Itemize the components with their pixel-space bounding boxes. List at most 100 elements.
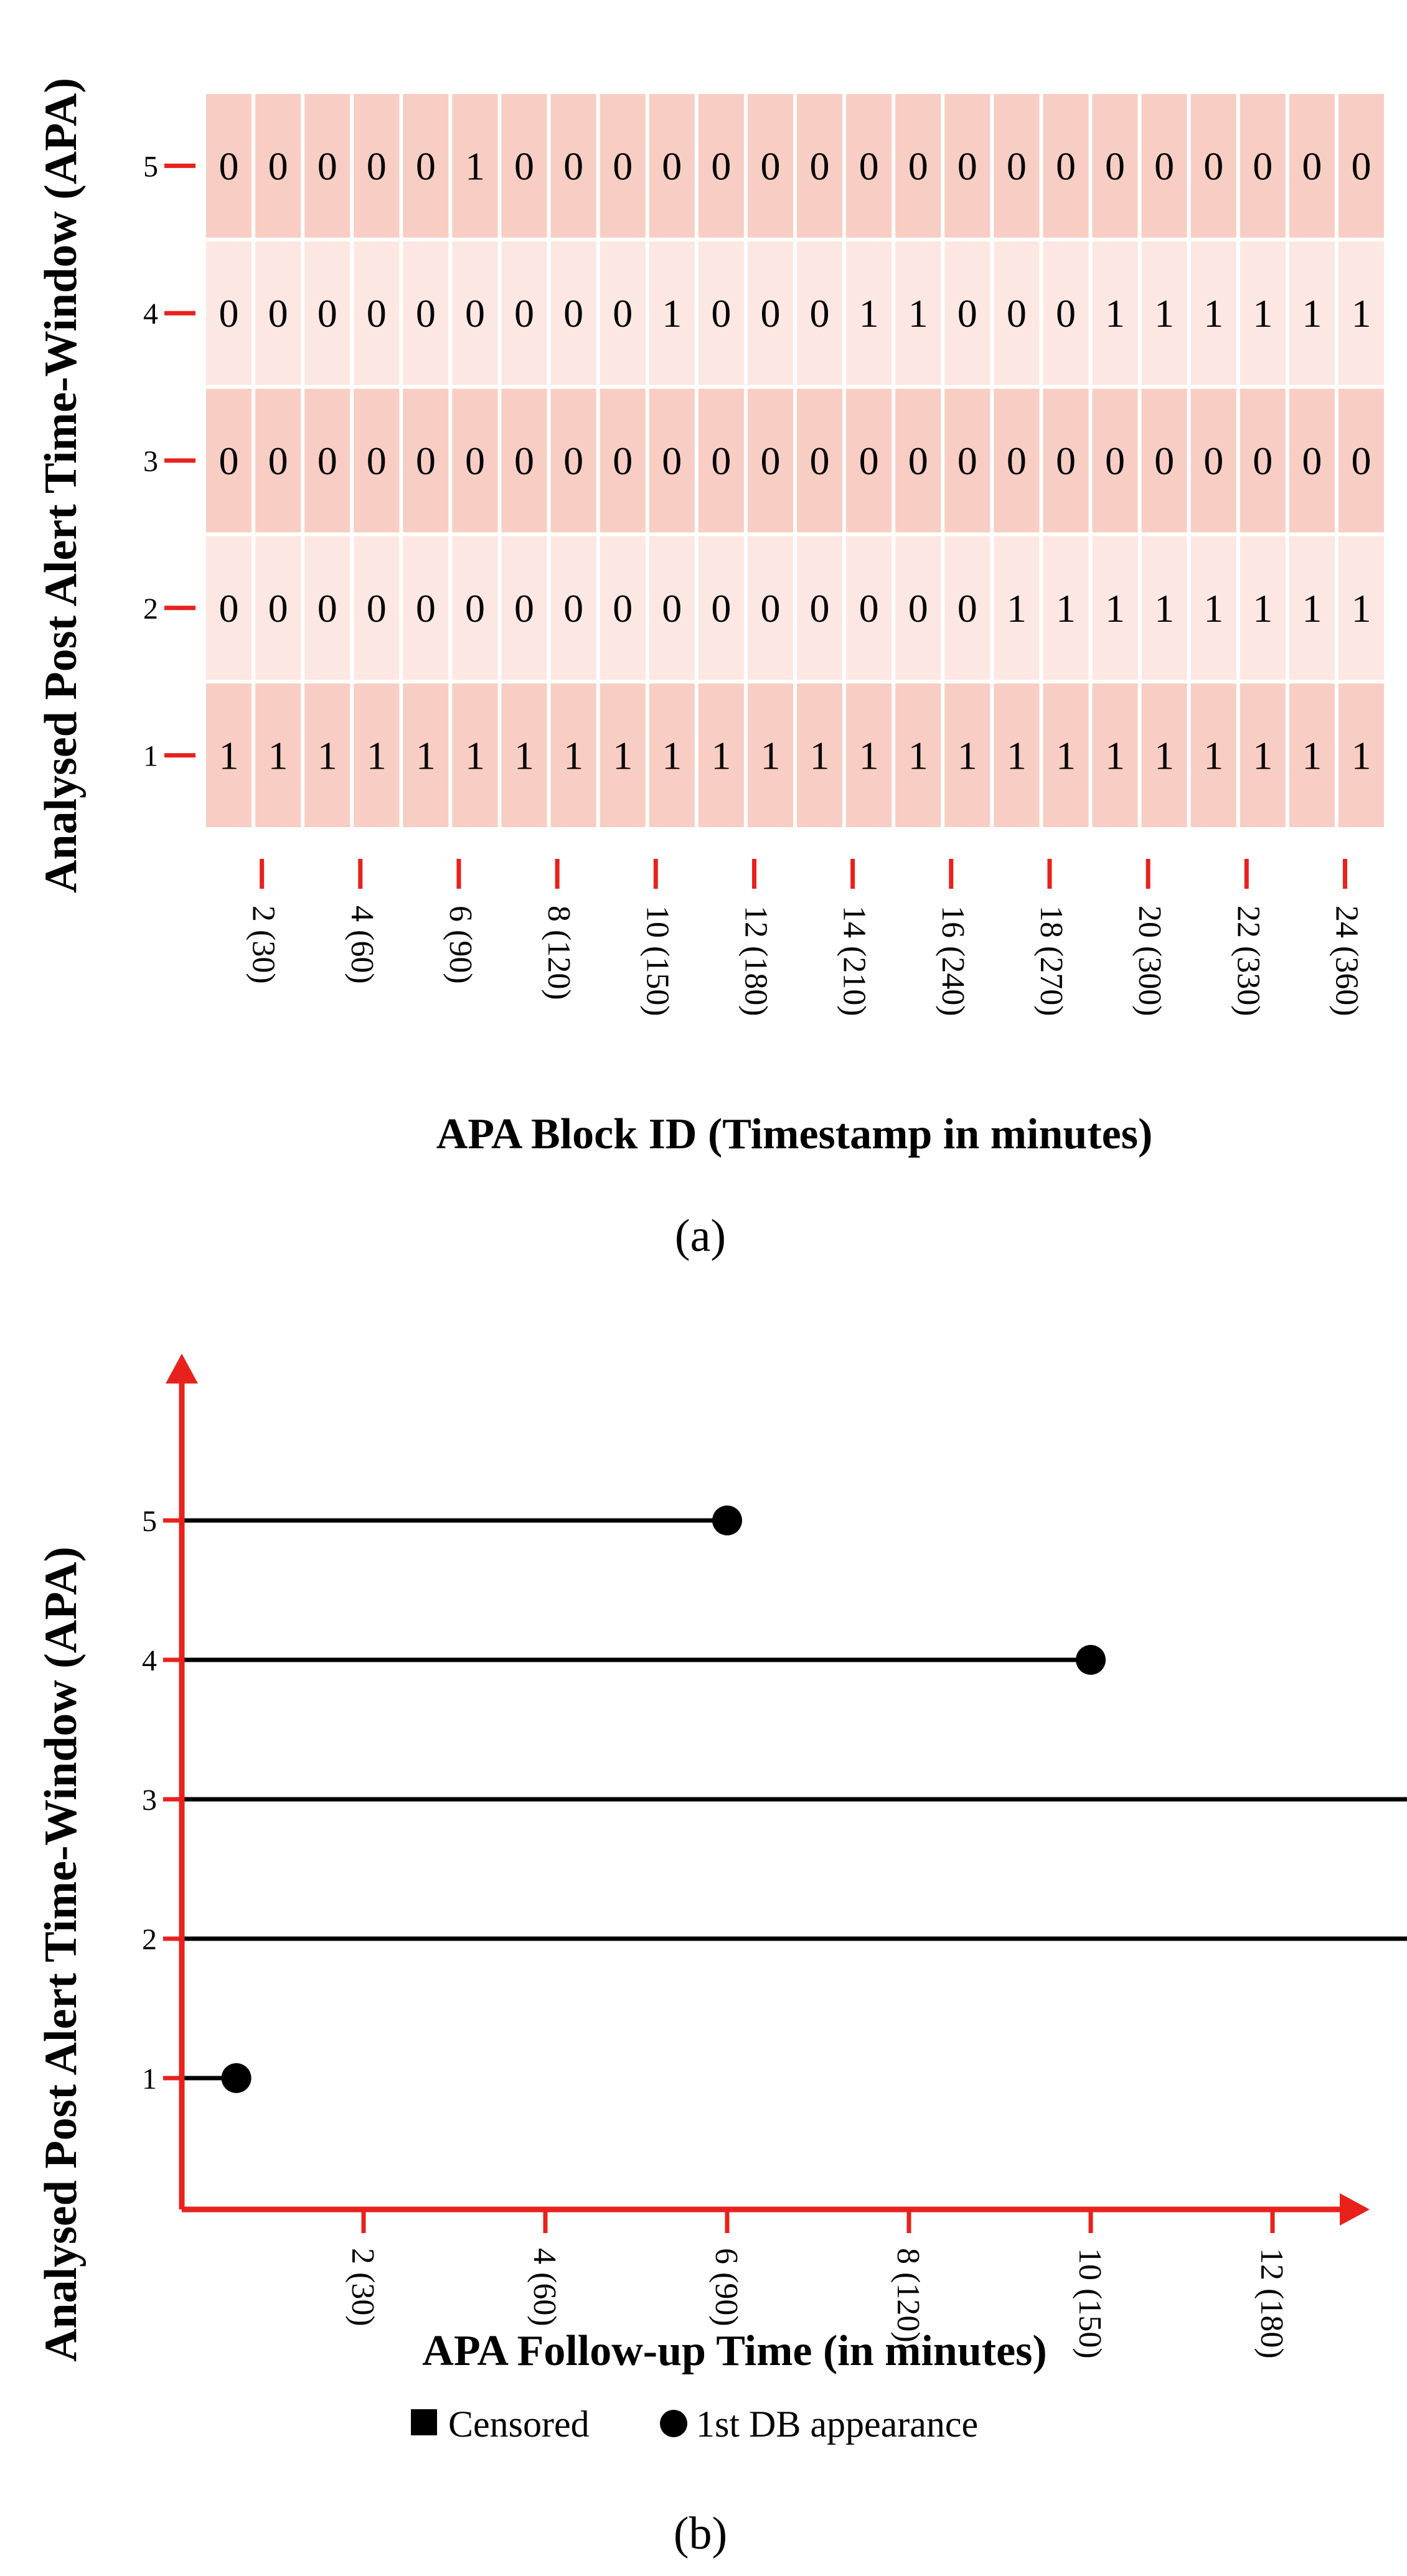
heatmap-value-r5-c2: 0 <box>268 144 288 188</box>
heatmap-cell-r5-c10 <box>649 94 695 238</box>
heatmap-cell-r5-c17 <box>994 94 1040 238</box>
heatmap-value-r3-c6: 0 <box>465 439 485 483</box>
heatmap-value-r3-c1: 0 <box>219 439 239 483</box>
heatmap-value-r5-c4: 0 <box>367 144 387 188</box>
heatmap-value-r3-c17: 0 <box>1007 439 1027 483</box>
heatmap-cell-r2-c21 <box>1190 536 1236 680</box>
heatmap-value-r2-c19: 1 <box>1105 586 1125 630</box>
heatmap-value-r4-c24: 1 <box>1351 291 1371 335</box>
heatmap-value-r3-c9: 0 <box>613 439 633 483</box>
heatmap-value-r1-c15: 1 <box>908 734 928 778</box>
legend-circle-icon <box>660 2410 687 2437</box>
heatmap-cell-r2-c18 <box>1043 536 1089 680</box>
heatmap-value-r5-c14: 0 <box>859 144 879 188</box>
heatmap-x-axis-title: APA Block ID (Timestamp in minutes) <box>436 1110 1153 1158</box>
legend: Censored 1st DB appearance <box>411 2404 978 2445</box>
heatmap-cell-r4-c24 <box>1338 241 1384 385</box>
heatmap-cell-r3-c5 <box>403 388 449 533</box>
heatmap-value-r4-c19: 1 <box>1105 291 1125 335</box>
heatmap-value-r4-c8: 0 <box>563 291 583 335</box>
heatmap-value-r5-c3: 0 <box>318 144 337 188</box>
heatmap-cell-r3-c18 <box>1043 388 1089 533</box>
heatmap-cell-r5-c16 <box>944 94 991 238</box>
heatmap-cell-r3-c22 <box>1240 388 1286 533</box>
heatmap-x-tick-label-6: 6 (90) <box>443 906 478 984</box>
heatmap-value-r4-c14: 1 <box>859 291 879 335</box>
db-appearance-marker-apa-5 <box>712 1506 742 1535</box>
heatmap-value-r1-c22: 1 <box>1253 734 1273 778</box>
follow-up-y-axis: 1 2 3 4 5 <box>142 1505 182 2096</box>
y-tick-label-1: 1 <box>142 2063 157 2096</box>
heatmap-cell-r3-c16 <box>944 388 991 533</box>
x-tick-label-2: 2 (30) <box>345 2248 380 2326</box>
heatmap-value-r2-c8: 0 <box>563 586 583 630</box>
x-tick-label-8: 8 (120) <box>890 2248 926 2343</box>
heatmap-value-r1-c24: 1 <box>1351 734 1371 778</box>
heatmap-value-r1-c10: 1 <box>662 734 682 778</box>
heatmap-value-r4-c9: 0 <box>613 291 633 335</box>
heatmap-value-r2-c13: 0 <box>810 586 830 630</box>
heatmap-x-axis: 2 (30) 4 (60) 6 (90) 8 (120) 10 (150) 12 (180… <box>246 859 1364 1016</box>
heatmap-value-r5-c18: 0 <box>1056 144 1076 188</box>
heatmap-value-r3-c16: 0 <box>958 439 977 483</box>
heatmap-cell-r4-c3 <box>304 241 351 385</box>
heatmap-value-r1-c8: 1 <box>563 734 583 778</box>
follow-up-axes <box>166 1354 1370 2226</box>
heatmap-x-tick-label-22: 22 (330) <box>1230 906 1266 1016</box>
heatmap-value-r2-c9: 0 <box>613 586 633 630</box>
heatmap-value-r3-c21: 0 <box>1203 439 1223 483</box>
heatmap-value-r3-c11: 0 <box>711 439 731 483</box>
db-appearance-marker-apa-1 <box>221 2063 252 2093</box>
heatmap-value-r5-c23: 0 <box>1302 144 1322 188</box>
heatmap-cell-r3-c11 <box>698 388 744 533</box>
heatmap-value-r4-c21: 1 <box>1203 291 1223 335</box>
heatmap-cell-r4-c1 <box>206 241 252 385</box>
heatmap-cell-r4-c2 <box>255 241 301 385</box>
heatmap-cell-r5-c18 <box>1043 94 1089 238</box>
heatmap-cell-r5-c5 <box>403 94 449 238</box>
heatmap-cell-r2-c10 <box>649 536 695 680</box>
heatmap-value-r2-c20: 1 <box>1154 586 1174 630</box>
heatmap-y-axis-title: Analysed Post Alert Time-Window (APA) <box>35 78 87 893</box>
heatmap-cell-r2-c1 <box>206 536 252 680</box>
heatmap-value-r2-c2: 0 <box>268 586 288 630</box>
heatmap-y-tick-label-1: 1 <box>143 740 158 773</box>
heatmap-value-r5-c11: 0 <box>711 144 731 188</box>
x-axis-arrow <box>1340 2193 1370 2226</box>
heatmap-cell-r4-c20 <box>1141 241 1187 385</box>
heatmap-cell-r3-c21 <box>1190 388 1236 533</box>
heatmap-value-r3-c5: 0 <box>416 439 436 483</box>
heatmap-y-tick-label-4: 4 <box>143 297 158 330</box>
heatmap-cell-r4-c10 <box>649 241 695 385</box>
heatmap-cell-r2-c9 <box>600 536 646 680</box>
heatmap-cell-r1-c7 <box>501 683 547 827</box>
heatmap-value-r4-c6: 0 <box>465 291 485 335</box>
heatmap-y-axis: 5 4 3 2 1 <box>143 150 195 773</box>
heatmap-value-r3-c23: 0 <box>1302 439 1322 483</box>
heatmap-cell-r1-c24 <box>1338 683 1384 827</box>
heatmap-value-r3-c4: 0 <box>367 439 387 483</box>
heatmap-value-r3-c15: 0 <box>908 439 928 483</box>
heatmap-cell-r3-c9 <box>600 388 646 533</box>
y-axis-arrow <box>166 1354 198 1384</box>
heatmap-cell-r1-c9 <box>600 683 646 827</box>
heatmap-cell-r4-c18 <box>1043 241 1089 385</box>
heatmap-cell-r3-c13 <box>797 388 843 533</box>
heatmap-value-r2-c22: 1 <box>1253 586 1273 630</box>
x-tick-label-10: 10 (150) <box>1072 2248 1108 2359</box>
heatmap-value-r2-c1: 0 <box>219 586 239 630</box>
heatmap-value-r5-c7: 0 <box>514 144 534 188</box>
heatmap-value-r2-c11: 0 <box>711 586 731 630</box>
heatmap-y-tick-label-5: 5 <box>143 150 158 183</box>
heatmap-cell-r1-c5 <box>403 683 449 827</box>
heatmap-value-r5-c20: 0 <box>1154 144 1174 188</box>
heatmap-cell-r5-c19 <box>1092 94 1138 238</box>
heatmap-cell-r2-c14 <box>846 536 892 680</box>
heatmap-cell-r5-c14 <box>846 94 892 238</box>
heatmap-value-r1-c9: 1 <box>613 734 633 778</box>
heatmap-value-r1-c1: 1 <box>219 734 239 778</box>
heatmap-x-tick-label-18: 18 (270) <box>1033 906 1069 1016</box>
heatmap-cell-r2-c4 <box>354 536 400 680</box>
heatmap-value-r4-c4: 0 <box>367 291 387 335</box>
